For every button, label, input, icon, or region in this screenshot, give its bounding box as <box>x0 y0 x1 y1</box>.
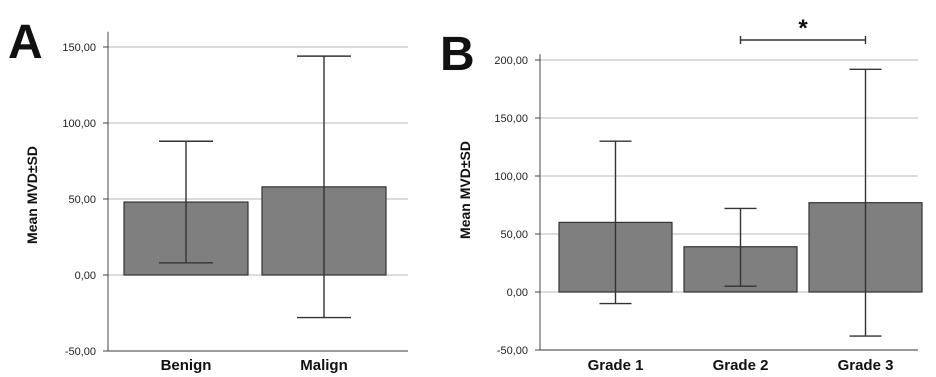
y-tick-label: 150,00 <box>494 113 528 125</box>
y-tick-label: 0,00 <box>75 270 96 282</box>
y-tick-label: -50,00 <box>65 346 96 358</box>
y-tick-label: -50,00 <box>497 345 528 357</box>
category-label: Malign <box>300 357 348 374</box>
panel-a: A Mean MVD±SD -50,00 0,00 50,00 100,00 150,0… <box>8 16 408 374</box>
y-tick-label: 100,00 <box>494 171 528 183</box>
panel-b-letter: B <box>440 28 475 81</box>
category-label: Grade 2 <box>713 357 769 374</box>
y-tick-label: 50,00 <box>68 194 96 206</box>
panel-a-letter: A <box>8 16 43 69</box>
y-tick-label: 0,00 <box>507 287 528 299</box>
category-label: Grade 1 <box>588 357 644 374</box>
category-label: Benign <box>161 357 212 374</box>
y-tick-label: 100,00 <box>62 118 96 130</box>
y-tick-label: 200,00 <box>494 55 528 67</box>
significance-star: * <box>798 15 808 42</box>
y-tick-label: 50,00 <box>500 229 528 241</box>
category-label: Grade 3 <box>838 357 894 374</box>
y-tick-label: 150,00 <box>62 42 96 54</box>
panel-a-y-axis-label: Mean MVD±SD <box>24 146 40 244</box>
panel-b-y-axis-label: Mean MVD±SD <box>457 141 473 239</box>
panel-b: B Mean MVD±SD -50,00 0,00 50,00 100,00 150,0… <box>440 15 923 374</box>
